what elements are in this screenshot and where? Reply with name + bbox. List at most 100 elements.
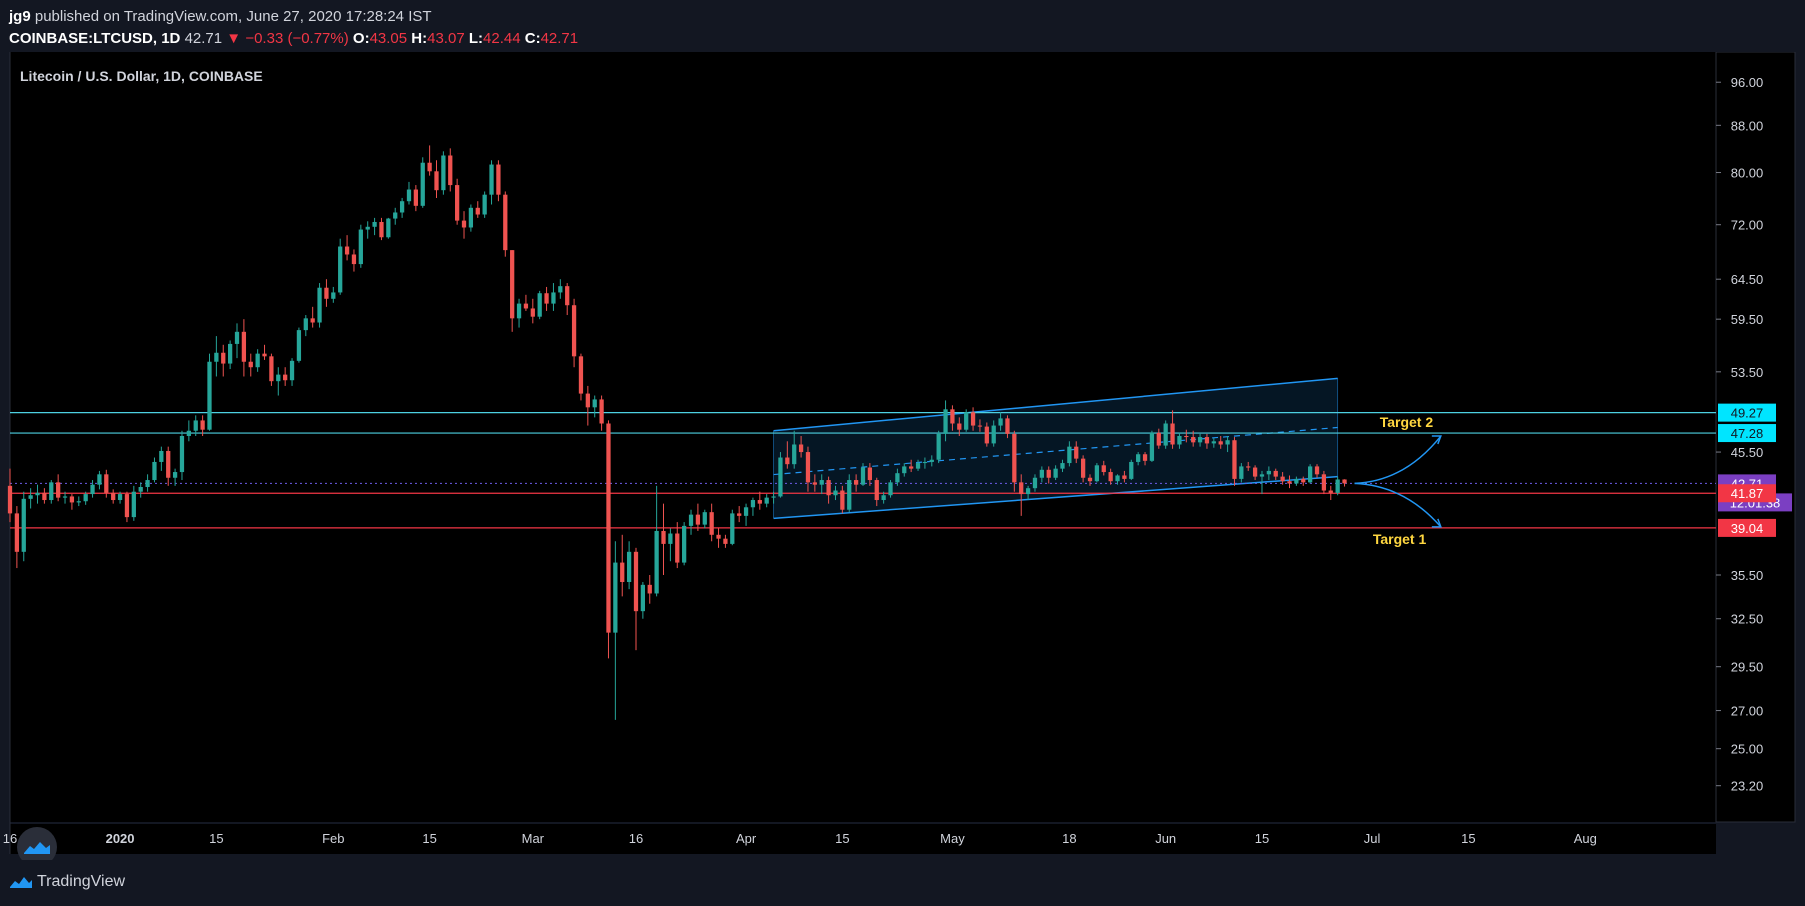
candle-body bbox=[620, 562, 625, 583]
candle-body bbox=[1218, 441, 1223, 445]
x-tick-label: Mar bbox=[522, 831, 545, 846]
candle-body bbox=[977, 425, 983, 427]
candle-body bbox=[145, 480, 150, 488]
channel-upper-line bbox=[773, 377, 1338, 432]
author-name[interactable]: jg9 bbox=[9, 8, 31, 25]
candle-body bbox=[276, 374, 281, 382]
candle-body bbox=[1080, 458, 1086, 478]
candle-body bbox=[1287, 481, 1292, 484]
candle-body bbox=[1060, 463, 1065, 469]
candle-body bbox=[626, 551, 632, 583]
candle-body bbox=[585, 393, 590, 408]
candle-body bbox=[1101, 465, 1106, 473]
x-tick-label: 15 bbox=[835, 831, 849, 846]
candle-body bbox=[379, 221, 384, 238]
candle-body bbox=[957, 423, 962, 430]
symbol-ohlc-line: COINBASE:LTCUSD, 1D 42.71 ▼ −0.33 (−0.77… bbox=[9, 30, 578, 47]
open-label: O: bbox=[352, 30, 370, 47]
candle-body bbox=[606, 423, 611, 633]
candle-body bbox=[1321, 474, 1327, 491]
candle-body bbox=[826, 480, 831, 496]
symbol-label[interactable]: COINBASE:LTCUSD, 1D bbox=[9, 30, 181, 47]
y-tick-label: 64.50 bbox=[1731, 272, 1764, 287]
price-chart[interactable]: Litecoin / U.S. Dollar, 1D, COINBASE Targ… bbox=[0, 52, 1805, 860]
candle-body bbox=[571, 305, 577, 357]
target-1-arrowhead bbox=[1431, 518, 1442, 528]
candle-body bbox=[723, 538, 728, 544]
candle-body bbox=[909, 466, 914, 469]
candle-body bbox=[778, 457, 783, 497]
candle-body bbox=[1328, 490, 1333, 493]
y-tick-label: 59.50 bbox=[1731, 312, 1764, 327]
candle-body bbox=[1252, 467, 1258, 477]
candle-body bbox=[895, 473, 900, 483]
candle-body bbox=[599, 399, 604, 424]
candle-body bbox=[578, 356, 584, 394]
candle-body bbox=[682, 525, 687, 563]
target-label: Target 1 bbox=[1373, 531, 1427, 547]
candle-body bbox=[386, 218, 391, 238]
candle-body bbox=[138, 487, 143, 492]
candle-body bbox=[358, 229, 363, 265]
candle-body bbox=[544, 293, 549, 304]
down-arrow-icon: ▼ bbox=[226, 30, 242, 47]
candle-body bbox=[1039, 469, 1044, 478]
candle-body bbox=[709, 512, 714, 535]
candle-body bbox=[1184, 435, 1189, 438]
candle-body bbox=[737, 513, 742, 516]
candle-body bbox=[565, 286, 570, 306]
target-2-arrow bbox=[1354, 435, 1442, 485]
target-1-arrow bbox=[1354, 482, 1442, 528]
candle-body bbox=[83, 494, 88, 502]
x-tick-label: 2020 bbox=[106, 831, 135, 846]
candle-body bbox=[1280, 476, 1285, 482]
candle-body bbox=[716, 534, 721, 539]
candle-body bbox=[929, 459, 934, 462]
candle-body bbox=[847, 480, 852, 510]
candle-body bbox=[1019, 482, 1024, 495]
candle-body bbox=[262, 353, 267, 357]
candle-body bbox=[1046, 469, 1051, 478]
candle-body bbox=[56, 482, 61, 498]
candle-body bbox=[193, 420, 198, 431]
low-value: 42.44 bbox=[483, 30, 521, 47]
candle-body bbox=[413, 189, 418, 206]
candle-body bbox=[179, 435, 185, 473]
candle-body bbox=[310, 318, 315, 323]
candle-body bbox=[1266, 470, 1271, 475]
candle-body bbox=[1259, 474, 1265, 477]
candle-body bbox=[166, 450, 171, 478]
candle-body bbox=[647, 584, 652, 594]
candle-body bbox=[840, 490, 845, 510]
candle-body bbox=[296, 330, 302, 361]
price-badge-text: 41.87 bbox=[1731, 486, 1764, 501]
x-tick-label: 15 bbox=[1255, 831, 1269, 846]
x-tick-label: Apr bbox=[736, 831, 757, 846]
published-text: published on TradingView.com, June 27, 2… bbox=[34, 8, 432, 25]
chart-area[interactable]: Litecoin / U.S. Dollar, 1D, COINBASE Targ… bbox=[0, 52, 1805, 867]
candle-body bbox=[1301, 478, 1306, 483]
candle-body bbox=[1163, 423, 1168, 446]
header: jg9 published on TradingView.com, June 2… bbox=[0, 0, 1805, 52]
candle-body bbox=[764, 497, 769, 504]
candle-body bbox=[207, 361, 212, 430]
candle-body bbox=[1053, 468, 1058, 478]
candle-body bbox=[1273, 470, 1278, 477]
tradingview-brand[interactable]: TradingView bbox=[9, 873, 125, 891]
candle-body bbox=[750, 500, 756, 508]
tradingview-brand-text: TradingView bbox=[37, 873, 126, 890]
candle-body bbox=[1108, 472, 1113, 482]
candle-body bbox=[785, 457, 790, 465]
candle-body bbox=[338, 246, 343, 293]
candle-body bbox=[269, 356, 274, 382]
candle-body bbox=[1094, 465, 1100, 482]
x-tick-label: May bbox=[940, 831, 965, 846]
price-badge-47.28 bbox=[1718, 424, 1776, 443]
candle-body bbox=[455, 185, 460, 221]
candle-body bbox=[613, 562, 618, 633]
candle-body bbox=[922, 461, 928, 464]
target-label: Target 2 bbox=[1380, 414, 1434, 430]
candle-body bbox=[90, 484, 95, 495]
x-tick-label: Jun bbox=[1155, 831, 1176, 846]
candle-body bbox=[964, 412, 969, 430]
